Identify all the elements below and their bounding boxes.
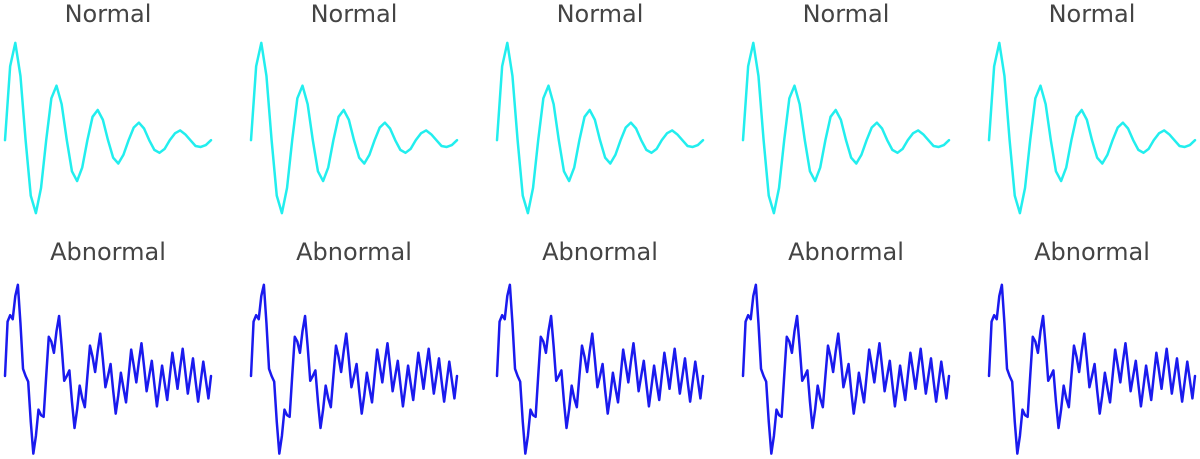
- panel-title: Normal: [803, 0, 890, 28]
- signal-line: [495, 41, 705, 215]
- panel-title: Normal: [1049, 0, 1136, 28]
- signal-line: [249, 41, 459, 215]
- signal-line: [987, 283, 1197, 455]
- signal-line: [987, 41, 1197, 215]
- panel-title: Normal: [65, 0, 152, 28]
- signal-line: [741, 283, 951, 455]
- panel-title: Normal: [557, 0, 644, 28]
- signal-line: [3, 41, 213, 215]
- panel-title: Abnormal: [542, 238, 658, 266]
- signal-line: [3, 283, 213, 455]
- panel-title: Abnormal: [296, 238, 412, 266]
- panel-title: Abnormal: [788, 238, 904, 266]
- signal-line: [495, 283, 705, 455]
- panel-title: Abnormal: [50, 238, 166, 266]
- panel-title: Abnormal: [1034, 238, 1150, 266]
- panel-title: Normal: [311, 0, 398, 28]
- signal-line: [249, 283, 459, 455]
- signal-line: [741, 41, 951, 215]
